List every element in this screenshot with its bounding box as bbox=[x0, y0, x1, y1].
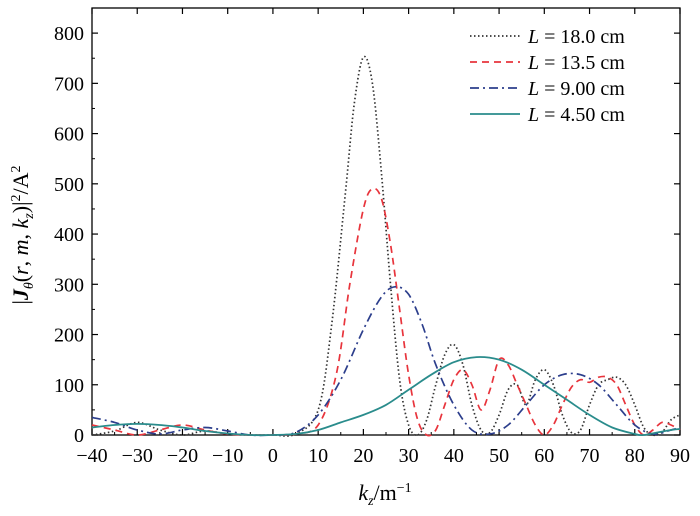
y-tick-label: 100 bbox=[54, 375, 84, 397]
y-tick-label: 500 bbox=[54, 174, 84, 196]
x-axis-ticks: −40 −30 −20 −10 0 10 20 30 40 50 60 70 80 90 bbox=[76, 8, 690, 467]
y-axis-title: |Jθ(r, m, kz)|2/A2 bbox=[8, 165, 37, 304]
y-tick-label: 700 bbox=[54, 73, 84, 95]
y-tick-label: 300 bbox=[54, 274, 84, 296]
series-layer bbox=[91, 55, 681, 437]
legend: L = 18.0 cm L = 13.5 cm L = 9.00 cm L = 4.5… bbox=[470, 26, 625, 126]
y-tick-label: 400 bbox=[54, 224, 84, 246]
x-tick-label: −10 bbox=[212, 445, 243, 467]
x-tick-label: 50 bbox=[489, 445, 509, 467]
series-line-3 bbox=[91, 285, 681, 437]
x-axis-title: kz/m−1 bbox=[358, 480, 411, 509]
legend-label-3: L = 9.00 cm bbox=[527, 78, 625, 100]
y-axis-ticks: 0 100 200 300 400 500 600 700 800 bbox=[54, 23, 680, 447]
x-tick-label: 10 bbox=[308, 445, 328, 467]
x-tick-label: 30 bbox=[399, 445, 419, 467]
legend-label-4: L = 4.50 cm bbox=[527, 104, 625, 126]
x-tick-label: 90 bbox=[670, 445, 690, 467]
x-tick-label: −40 bbox=[76, 445, 107, 467]
legend-label-2: L = 13.5 cm bbox=[527, 52, 625, 74]
x-tick-label: 40 bbox=[444, 445, 464, 467]
x-tick-label: 20 bbox=[353, 445, 373, 467]
legend-label-1: L = 18.0 cm bbox=[527, 26, 625, 48]
x-tick-label: 60 bbox=[534, 445, 554, 467]
x-tick-label: −20 bbox=[167, 445, 198, 467]
series-line-4 bbox=[91, 356, 681, 437]
x-tick-label: 0 bbox=[268, 445, 278, 467]
x-tick-label: 70 bbox=[580, 445, 600, 467]
y-tick-label: 0 bbox=[74, 425, 84, 447]
y-tick-label: 200 bbox=[54, 325, 84, 347]
x-tick-label: 80 bbox=[625, 445, 645, 467]
x-tick-label: −30 bbox=[122, 445, 153, 467]
y-tick-label: 600 bbox=[54, 124, 84, 146]
y-tick-label: 800 bbox=[54, 23, 84, 45]
